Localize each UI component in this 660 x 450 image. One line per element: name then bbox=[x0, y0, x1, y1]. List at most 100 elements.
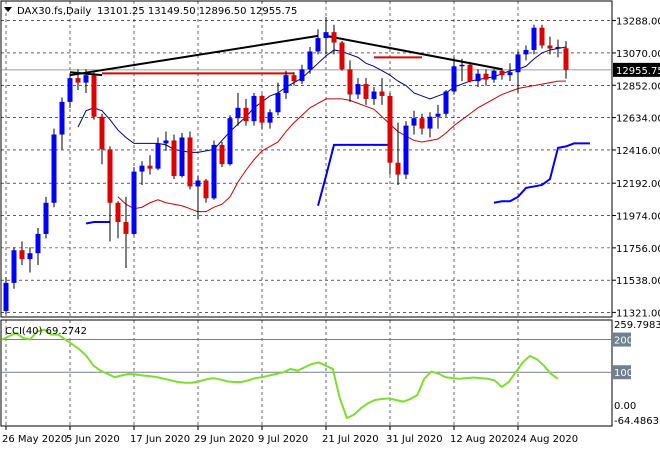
date-tick-label: 17 Jun 2020 bbox=[130, 434, 190, 445]
candle-bullish bbox=[235, 107, 241, 119]
cci-title: CCI(40) 69.2742 bbox=[5, 326, 87, 337]
lower-band-line bbox=[117, 80, 566, 213]
candle-bullish bbox=[139, 165, 145, 172]
candle-bullish bbox=[27, 253, 33, 260]
date-tick-label: 9 Jul 2020 bbox=[258, 434, 308, 445]
candle-bearish bbox=[91, 75, 97, 117]
candle-bullish bbox=[371, 91, 377, 99]
current-price-label: 12955.75 bbox=[616, 66, 660, 77]
price-tick-label: 12192.00 bbox=[616, 179, 660, 190]
candle-bearish bbox=[107, 149, 113, 203]
price-tick-label: 13288.00 bbox=[616, 17, 660, 28]
candle-bearish bbox=[467, 64, 473, 82]
candle-bullish bbox=[131, 171, 137, 234]
cci-level-box bbox=[613, 365, 631, 380]
candle-bearish bbox=[187, 137, 193, 187]
candle-bearish bbox=[339, 42, 345, 70]
candle-bullish bbox=[323, 32, 329, 39]
candle-bullish bbox=[403, 125, 409, 175]
stop-line bbox=[493, 142, 590, 204]
candle-bullish bbox=[3, 282, 9, 312]
candle-bullish bbox=[355, 84, 361, 95]
price-tick-label: 12852.00 bbox=[616, 81, 660, 92]
candle-bullish bbox=[155, 143, 161, 169]
candle-bearish bbox=[19, 250, 25, 260]
cci-tick-label: -64.4863 bbox=[614, 416, 659, 427]
cci-tick-label: 100 bbox=[614, 368, 633, 379]
ohlc-values: 13101.25 13149.50 12896.50 12955.75 bbox=[97, 6, 297, 17]
price-tick-label: 11538.00 bbox=[616, 276, 660, 287]
stop-line bbox=[317, 143, 390, 206]
candle-bearish bbox=[379, 91, 385, 96]
stop-line bbox=[85, 221, 110, 225]
candle-bullish bbox=[459, 64, 465, 67]
candle-bearish bbox=[483, 73, 489, 80]
candle-bearish bbox=[419, 118, 425, 129]
price-panel-frame bbox=[0, 0, 613, 318]
candle-bullish bbox=[83, 75, 89, 83]
date-tick-label: 5 Jun 2020 bbox=[66, 434, 120, 445]
candle-bearish bbox=[115, 202, 121, 223]
candle-bullish bbox=[475, 73, 481, 82]
candle-bullish bbox=[315, 38, 321, 52]
candle-bearish bbox=[363, 84, 369, 99]
candle-bearish bbox=[563, 48, 569, 70]
candle-bullish bbox=[59, 101, 65, 135]
candle-bearish bbox=[499, 70, 505, 76]
candle-bearish bbox=[123, 222, 129, 234]
price-tick-label: 12416.00 bbox=[616, 146, 660, 157]
date-tick-label: 12 Aug 2020 bbox=[450, 434, 514, 445]
candle-bullish bbox=[211, 144, 217, 199]
candle-bullish bbox=[163, 140, 169, 144]
candle-bearish bbox=[203, 180, 209, 199]
cci-line bbox=[1, 328, 559, 420]
candle-bearish bbox=[387, 95, 393, 163]
price-tick-label: 11974.00 bbox=[616, 212, 660, 223]
candle-bullish bbox=[43, 202, 49, 234]
candle-bullish bbox=[443, 91, 449, 114]
candle-bullish bbox=[283, 75, 289, 93]
candle-bearish bbox=[147, 165, 153, 169]
date-tick-label: 24 Aug 2020 bbox=[514, 434, 578, 445]
candle-bullish bbox=[427, 116, 433, 129]
candle-bearish bbox=[219, 144, 225, 165]
candle-bullish bbox=[555, 46, 561, 49]
candle-bullish bbox=[179, 137, 185, 177]
price-tick-label: 11756.00 bbox=[616, 244, 660, 255]
date-tick-label: 31 Jul 2020 bbox=[386, 434, 443, 445]
cci-panel-frame bbox=[0, 319, 613, 427]
candle-bearish bbox=[75, 78, 81, 83]
candle-bearish bbox=[291, 75, 297, 82]
candle-bearish bbox=[395, 162, 401, 175]
candle-bullish bbox=[515, 54, 521, 73]
chart-drawings bbox=[69, 34, 590, 225]
symbol-label: DAX30.fs,Daily bbox=[17, 6, 91, 17]
candle-bearish bbox=[331, 32, 337, 43]
current-price-box bbox=[613, 62, 660, 77]
trendline bbox=[69, 34, 319, 77]
candle-bullish bbox=[507, 72, 513, 76]
candle-bullish bbox=[299, 69, 305, 82]
candle-bearish bbox=[171, 140, 177, 177]
candle-bearish bbox=[99, 116, 105, 150]
cci-indicator bbox=[1, 328, 612, 420]
price-tick-label: 11321.00 bbox=[616, 308, 660, 319]
candle-bearish bbox=[347, 69, 353, 95]
candle-bullish bbox=[11, 250, 17, 283]
candle-bullish bbox=[195, 180, 201, 187]
candle-bullish bbox=[51, 134, 57, 203]
dropdown-arrow-icon[interactable] bbox=[4, 7, 12, 12]
candle-bullish bbox=[67, 78, 73, 102]
candlesticks bbox=[3, 16, 569, 315]
candle-bullish bbox=[435, 113, 441, 117]
price-tick-label: 13070.00 bbox=[616, 49, 660, 60]
date-tick-label: 26 May 2020 bbox=[2, 434, 67, 445]
candle-bearish bbox=[547, 45, 553, 49]
candle-bearish bbox=[539, 27, 545, 46]
trendline bbox=[325, 34, 503, 71]
date-tick-label: 29 Jun 2020 bbox=[194, 434, 254, 445]
date-tick-label: 21 Jul 2020 bbox=[322, 434, 379, 445]
cci-tick-label: 200 bbox=[614, 336, 633, 347]
